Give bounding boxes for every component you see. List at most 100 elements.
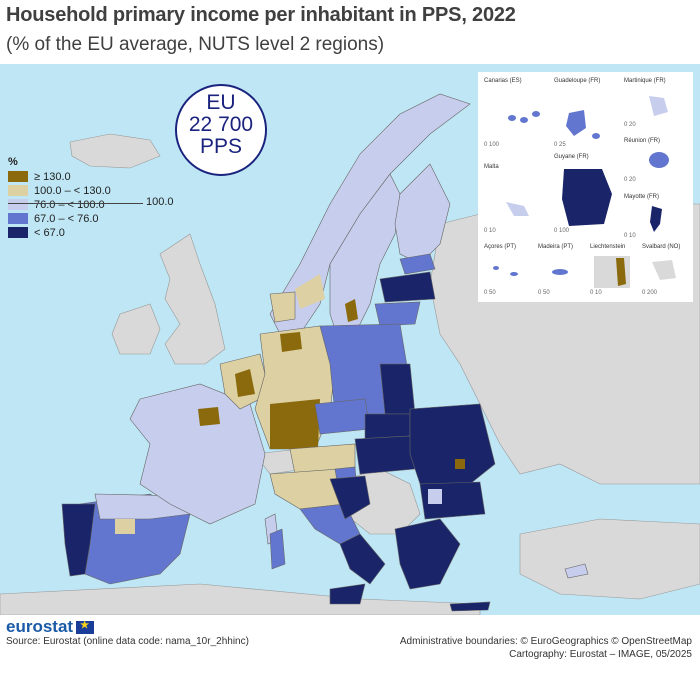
- inset-scale: 0 10: [624, 233, 636, 239]
- map-title: Household primary income per inhabitant …: [6, 4, 516, 26]
- inset-scale: 0 50: [484, 290, 496, 296]
- inset-malta[interactable]: Malta 0 10: [484, 164, 549, 234]
- inset-scale: 0 10: [590, 290, 602, 296]
- badge-line-3: PPS: [199, 135, 243, 158]
- north-africa: [0, 583, 481, 615]
- legend: % ≥ 130.0 100.0 – < 130.0 76.0 – < 100.0…: [8, 156, 174, 240]
- inset-shape: [552, 269, 568, 275]
- inset-name: Madeira (PT): [538, 244, 574, 250]
- inset-scale: 0 20: [624, 177, 636, 183]
- hungary: [354, 435, 416, 475]
- slovakia: [364, 413, 411, 440]
- inset-mayotte[interactable]: Mayotte (FR) 0 10: [624, 194, 689, 239]
- inset-scale: 0 50: [538, 290, 550, 296]
- inset-madeira[interactable]: Madeira (PT) 0 50: [538, 244, 588, 296]
- iceland: [69, 133, 161, 169]
- legend-unit: %: [8, 156, 18, 168]
- cartography-credit: Cartography: Eurostat – IMAGE, 05/2025: [509, 649, 692, 660]
- inset-shape: [493, 266, 518, 276]
- oslo: [295, 274, 325, 309]
- source-note: Source: Eurostat (online data code: nama…: [6, 636, 249, 647]
- inset-canarias[interactable]: Canarias (ES) 0 100: [484, 78, 549, 148]
- inset-panel: Canarias (ES) 0 100 Guadeloupe (FR) 0 25…: [478, 72, 693, 302]
- map-subtitle: (% of the EU average, NUTS level 2 regio…: [6, 34, 385, 55]
- legend-reference-line: [8, 203, 143, 204]
- ireland: [111, 303, 161, 355]
- inset-name: Malta: [484, 164, 499, 170]
- inset-scale: 0 100: [484, 142, 500, 148]
- inset-shape: [649, 152, 669, 168]
- logo-text: eurostat: [6, 617, 74, 636]
- inset-name: Canarias (ES): [484, 78, 522, 84]
- inset-guadeloupe[interactable]: Guadeloupe (FR) 0 25: [554, 78, 619, 148]
- turkey: [519, 518, 700, 600]
- legend-label-4: 67.0 – < 76.0: [34, 212, 99, 225]
- inset-guyane[interactable]: Guyane (FR) 0 100: [554, 154, 619, 234]
- inset-shape: [562, 169, 612, 226]
- badge-line-2: 22 700: [188, 113, 254, 136]
- inset-name: Guadeloupe (FR): [554, 78, 601, 84]
- inset-shape: [506, 202, 529, 216]
- legend-reference-value: 100.0: [146, 196, 174, 208]
- portugal: [61, 503, 96, 577]
- legend-swatch-5: [8, 227, 28, 238]
- sofia: [428, 489, 442, 504]
- czechia: [314, 398, 371, 435]
- eurostat-logo: eurostat: [6, 617, 95, 637]
- badge-line-1: EU: [206, 91, 236, 114]
- inset-shape: [594, 256, 630, 288]
- lithuania: [374, 301, 421, 327]
- germany-south: [270, 399, 320, 449]
- inset-scale: 0 200: [642, 290, 658, 296]
- great-britain: [159, 233, 226, 365]
- legend-swatch-2: [8, 185, 28, 196]
- inset-shape: [508, 111, 540, 123]
- legend-row-5: < 67.0: [8, 226, 173, 239]
- poland-east: [379, 363, 416, 415]
- inset-shape: [649, 96, 668, 116]
- benelux-rich: [235, 369, 255, 397]
- italy-south: [339, 533, 386, 585]
- inset-scale: 0 25: [554, 142, 566, 148]
- inset-martinique[interactable]: Martinique (FR) 0 20: [624, 78, 689, 128]
- stockholm: [345, 299, 358, 322]
- inset-scale: 0 20: [624, 122, 636, 128]
- inset-svalbard[interactable]: Svalbard (NO) 0 200: [642, 244, 692, 296]
- inset-name: Réunion (FR): [624, 138, 661, 144]
- cyprus: [564, 563, 589, 579]
- inset-name: Svalbard (NO): [642, 244, 681, 250]
- inset-name: Mayotte (FR): [624, 194, 660, 200]
- inset-acores[interactable]: Açores (PT) 0 50: [484, 244, 534, 296]
- legend-label-3: 76.0 – < 100.0: [34, 198, 105, 211]
- inset-shape: [652, 260, 676, 280]
- legend-row-4: 67.0 – < 76.0: [8, 212, 173, 225]
- hamburg: [280, 332, 302, 352]
- legend-row-2: 100.0 – < 130.0: [8, 184, 173, 197]
- sardinia: [269, 528, 286, 570]
- eu-average-badge: EU 22 700 PPS: [175, 84, 267, 176]
- denmark: [269, 291, 296, 323]
- legend-label-5: < 67.0: [34, 226, 65, 239]
- croatia: [329, 475, 371, 520]
- estonia: [399, 253, 436, 275]
- legend-row-3: 76.0 – < 100.0: [8, 198, 173, 211]
- inset-scale: 0 100: [554, 228, 570, 234]
- legend-swatch-3: [8, 199, 28, 210]
- sicily: [329, 583, 366, 605]
- legend-label-1: ≥ 130.0: [34, 170, 71, 183]
- latvia: [379, 271, 436, 303]
- legend-label-2: 100.0 – < 130.0: [34, 184, 111, 197]
- romania: [409, 403, 496, 485]
- legend-swatch-4: [8, 213, 28, 224]
- ile-de-france: [198, 407, 220, 426]
- crete: [449, 601, 491, 612]
- inset-liechtenstein[interactable]: Liechtenstein 0 10: [590, 244, 640, 296]
- legend-row-1: ≥ 130.0: [8, 170, 173, 183]
- madrid: [115, 519, 135, 534]
- inset-name: Martinique (FR): [624, 78, 666, 84]
- inset-name: Liechtenstein: [590, 244, 626, 250]
- bucharest: [455, 459, 465, 469]
- legend-swatch-1: [8, 171, 28, 182]
- inset-reunion[interactable]: Réunion (FR) 0 20: [624, 138, 689, 183]
- inset-scale: 0 10: [484, 228, 496, 234]
